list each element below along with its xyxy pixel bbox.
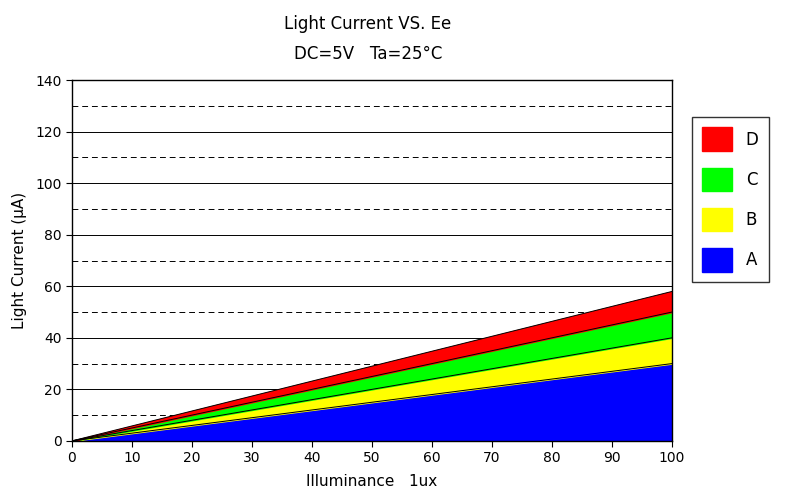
Text: DC=5V   Ta=25°C: DC=5V Ta=25°C	[294, 45, 442, 63]
Text: Light Current VS. Ee: Light Current VS. Ee	[284, 15, 452, 33]
Y-axis label: Light Current (μA): Light Current (μA)	[12, 192, 27, 329]
X-axis label: Illuminance   1ux: Illuminance 1ux	[306, 473, 438, 488]
Legend: D, C, B, A: D, C, B, A	[692, 117, 769, 282]
